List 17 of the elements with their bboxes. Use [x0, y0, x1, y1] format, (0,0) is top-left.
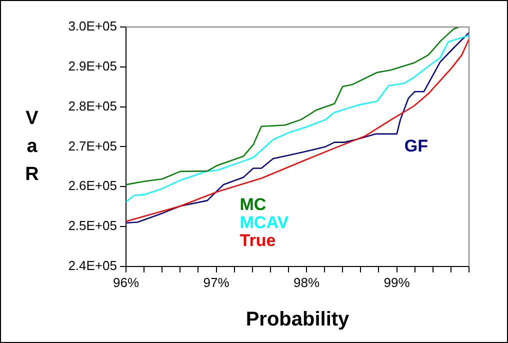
x-tick-label: 97%: [203, 274, 230, 290]
text: True: [240, 230, 276, 250]
text: MCAV: [240, 212, 290, 232]
y-tick-label: 2.4E+05: [68, 258, 117, 273]
y-axis-title: VaR: [25, 108, 40, 185]
x-tick-label: 98%: [294, 274, 320, 290]
y-tick-label: 3.0E+05: [68, 18, 117, 34]
y-tick-label: 2.9E+05: [68, 58, 117, 74]
series-label: GF: [404, 136, 428, 156]
y-tick-label: 2.7E+05: [68, 138, 117, 154]
x-axis-title: Probability: [246, 308, 350, 331]
x-tick-label: 99%: [384, 274, 410, 290]
text: MC: [240, 195, 266, 214]
y-tick-label: 2.8E+05: [68, 98, 117, 114]
y-tick-label: 2.6E+05: [68, 178, 117, 194]
x-tick-label: 96%: [112, 274, 140, 290]
y-tick-label: 2.5E+05: [68, 218, 117, 234]
